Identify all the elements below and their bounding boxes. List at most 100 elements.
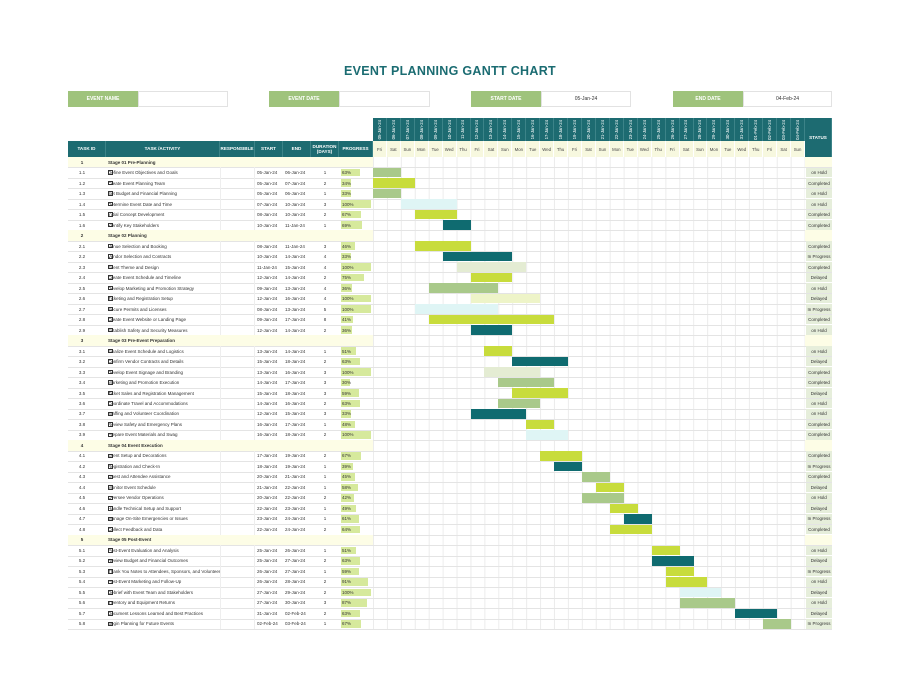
event-date-field[interactable] bbox=[339, 91, 430, 107]
checkbox[interactable] bbox=[108, 201, 113, 207]
checkbox[interactable] bbox=[108, 590, 113, 595]
task-start: 05-Jan-24 bbox=[257, 191, 278, 197]
checkbox[interactable] bbox=[108, 275, 113, 280]
task-end: 17-Jan-24 bbox=[285, 421, 306, 427]
responsible-cell[interactable] bbox=[220, 377, 255, 388]
responsible-cell[interactable] bbox=[220, 314, 255, 325]
checkbox[interactable] bbox=[108, 611, 113, 616]
checkbox[interactable] bbox=[108, 327, 113, 333]
checkbox[interactable] bbox=[108, 170, 113, 175]
responsible-cell[interactable] bbox=[220, 524, 255, 535]
task-id: 2.1 bbox=[78, 243, 86, 249]
checkbox[interactable] bbox=[108, 359, 113, 364]
responsible-cell[interactable] bbox=[220, 303, 255, 315]
checkbox[interactable] bbox=[108, 212, 113, 217]
responsible-cell[interactable] bbox=[220, 566, 255, 577]
responsible-cell[interactable] bbox=[220, 209, 255, 220]
task-id: 3.7 bbox=[78, 411, 86, 417]
task-duration: 2 bbox=[323, 275, 327, 281]
responsible-cell[interactable] bbox=[220, 272, 255, 283]
checkbox[interactable] bbox=[108, 390, 113, 396]
stage-row bbox=[68, 230, 373, 241]
responsible-cell[interactable] bbox=[220, 345, 255, 357]
responsible-cell[interactable] bbox=[220, 597, 255, 609]
checkbox[interactable] bbox=[108, 317, 113, 322]
responsible-cell[interactable] bbox=[220, 429, 255, 441]
checkbox[interactable] bbox=[108, 600, 113, 606]
responsible-cell[interactable] bbox=[220, 282, 255, 294]
checkbox[interactable] bbox=[108, 474, 113, 480]
responsible-cell[interactable] bbox=[220, 555, 255, 567]
responsible-cell[interactable] bbox=[220, 177, 255, 189]
responsible-cell[interactable] bbox=[220, 576, 255, 588]
responsible-cell[interactable] bbox=[220, 545, 255, 556]
progress-label: 100% bbox=[342, 432, 354, 438]
checkbox[interactable] bbox=[108, 432, 113, 438]
checkbox[interactable] bbox=[108, 422, 113, 427]
responsible-cell[interactable] bbox=[220, 261, 255, 273]
checkbox[interactable] bbox=[108, 453, 113, 459]
responsible-cell[interactable] bbox=[220, 387, 255, 399]
checkbox[interactable] bbox=[108, 579, 113, 585]
day-label: Sat bbox=[582, 141, 596, 157]
start-date-field[interactable]: 05-Jan-24 bbox=[541, 91, 631, 107]
responsible-cell[interactable] bbox=[220, 251, 255, 262]
task-end: 03-Feb-24 bbox=[285, 621, 306, 627]
responsible-cell[interactable] bbox=[220, 219, 255, 231]
checkbox[interactable] bbox=[108, 569, 113, 574]
responsible-cell[interactable] bbox=[220, 608, 255, 619]
responsible-cell[interactable] bbox=[220, 450, 255, 462]
responsible-cell[interactable] bbox=[220, 188, 255, 199]
checkbox[interactable] bbox=[108, 369, 113, 375]
checkbox[interactable] bbox=[108, 527, 113, 532]
checkbox[interactable] bbox=[108, 191, 113, 196]
responsible-cell[interactable] bbox=[220, 356, 255, 367]
checkbox[interactable] bbox=[108, 558, 113, 564]
checkbox[interactable] bbox=[108, 401, 113, 406]
progress-label: 34% bbox=[342, 180, 352, 186]
checkbox[interactable] bbox=[108, 264, 113, 270]
task-duration: 2 bbox=[323, 212, 327, 218]
event-name-field[interactable] bbox=[138, 91, 228, 107]
responsible-cell[interactable] bbox=[220, 240, 255, 252]
checkbox[interactable] bbox=[108, 621, 113, 627]
responsible-cell[interactable] bbox=[220, 513, 255, 525]
checkbox[interactable] bbox=[108, 516, 113, 522]
responsible-cell[interactable] bbox=[220, 293, 255, 304]
responsible-cell[interactable] bbox=[220, 408, 255, 420]
end-date-field[interactable]: 04-Feb-24 bbox=[743, 91, 832, 107]
checkbox[interactable] bbox=[108, 306, 113, 312]
responsible-cell[interactable] bbox=[220, 167, 255, 178]
task-end: 28-Jan-24 bbox=[285, 579, 306, 585]
responsible-cell[interactable] bbox=[220, 492, 255, 504]
responsible-cell[interactable] bbox=[220, 461, 255, 472]
progress-label: 45% bbox=[342, 474, 352, 480]
responsible-cell[interactable] bbox=[220, 366, 255, 378]
checkbox[interactable] bbox=[108, 485, 113, 490]
checkbox[interactable] bbox=[108, 348, 113, 354]
checkbox[interactable] bbox=[108, 506, 113, 511]
gantt-bar bbox=[512, 356, 569, 367]
checkbox[interactable] bbox=[108, 464, 113, 469]
responsible-cell[interactable] bbox=[220, 482, 255, 493]
checkbox[interactable] bbox=[108, 495, 113, 501]
responsible-cell[interactable] bbox=[220, 198, 255, 210]
date-label: 21-Jan-24 bbox=[599, 119, 605, 140]
responsible-cell[interactable] bbox=[220, 398, 255, 409]
responsible-cell[interactable] bbox=[220, 503, 255, 514]
checkbox[interactable] bbox=[108, 380, 113, 385]
checkbox[interactable] bbox=[108, 180, 113, 186]
responsible-cell[interactable] bbox=[220, 419, 255, 430]
checkbox[interactable] bbox=[108, 548, 113, 553]
checkbox[interactable] bbox=[108, 243, 113, 249]
checkbox[interactable] bbox=[108, 254, 113, 259]
responsible-cell[interactable] bbox=[220, 618, 255, 630]
responsible-cell[interactable] bbox=[220, 471, 255, 483]
checkbox[interactable] bbox=[108, 411, 113, 417]
checkbox[interactable] bbox=[108, 285, 113, 291]
responsible-cell[interactable] bbox=[220, 324, 255, 336]
checkbox[interactable] bbox=[108, 296, 113, 301]
checkbox[interactable] bbox=[108, 222, 113, 228]
responsible-cell[interactable] bbox=[220, 587, 255, 598]
